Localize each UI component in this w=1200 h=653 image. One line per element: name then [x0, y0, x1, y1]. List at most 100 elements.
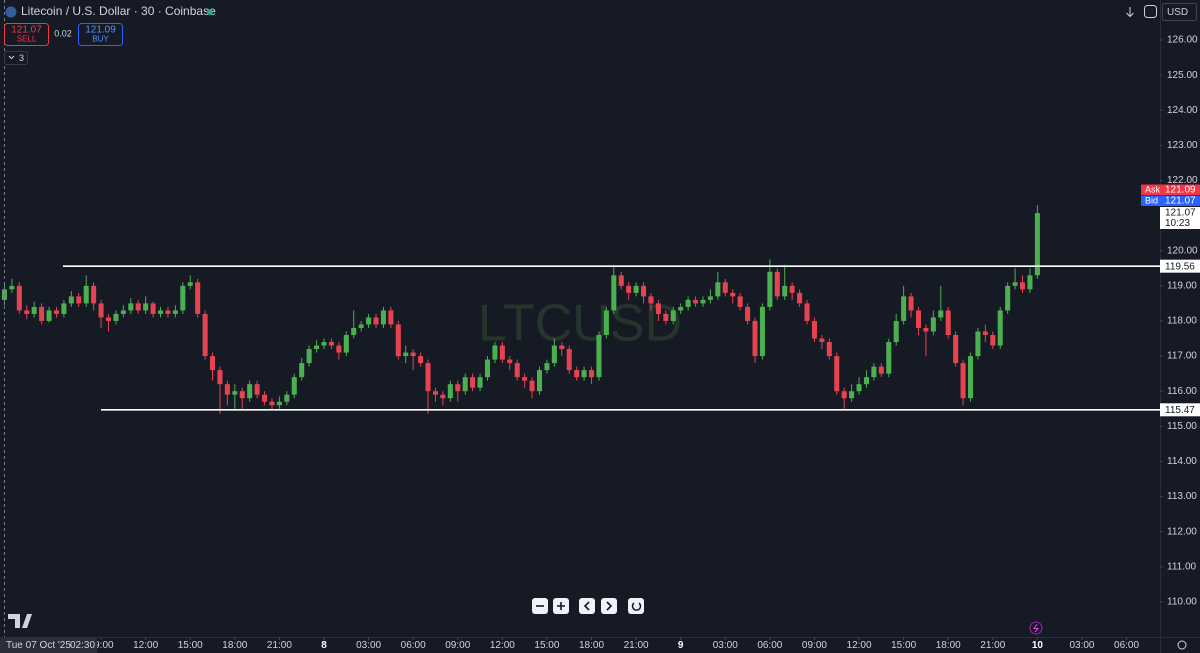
candle-body: [849, 391, 855, 399]
candle-body: [908, 296, 914, 311]
left-icon: [583, 601, 590, 611]
candle-body: [447, 384, 453, 399]
candle-body: [373, 317, 379, 325]
crosshair-date: Tue 07 Oct '25: [6, 640, 71, 651]
tv-logo[interactable]: [8, 614, 32, 628]
candle-body: [291, 377, 297, 395]
candle-body: [893, 320, 899, 343]
settings-icon[interactable]: [1177, 640, 1187, 650]
x-tick-label: 21:00: [624, 640, 649, 651]
x-tick-label: 10: [1032, 640, 1044, 651]
candle-body: [685, 299, 691, 307]
candle-body: [440, 394, 446, 399]
candle-body: [395, 324, 401, 357]
candle-body: [834, 356, 840, 392]
y-tick-label: 125.00: [1167, 70, 1198, 81]
candle-body: [165, 310, 171, 314]
candle-body: [752, 320, 758, 357]
candle-body: [492, 345, 498, 360]
level-label-box: [1160, 403, 1200, 417]
coin-logo: [5, 6, 17, 18]
candle-body: [314, 345, 320, 350]
candle-body: [180, 285, 186, 311]
screenshot-icon[interactable]: [1144, 5, 1157, 18]
nav-controls: [532, 598, 644, 614]
candle-body: [9, 285, 15, 290]
y-tick-label: 117.00: [1167, 351, 1197, 362]
last-price: 121.07: [1165, 208, 1196, 219]
candle-body: [863, 377, 869, 385]
candle-body: [358, 324, 364, 328]
market-status[interactable]: [207, 9, 213, 15]
currency-button[interactable]: [1162, 3, 1197, 21]
candle-body: [588, 370, 595, 378]
candle-body: [633, 285, 639, 293]
candle-body: [410, 352, 416, 357]
candle-body: [923, 327, 929, 332]
candle-body: [1027, 275, 1033, 290]
y-tick-label: 120.00: [1167, 245, 1198, 256]
plus-icon: [557, 602, 565, 610]
candle-body: [871, 366, 877, 378]
candle-body: [484, 359, 491, 378]
y-tick-label: 110.00: [1167, 597, 1197, 608]
candle-body: [1005, 285, 1011, 311]
right-icon: [606, 601, 613, 611]
candle-body: [210, 356, 216, 371]
y-tick-label: 115.00: [1167, 421, 1197, 432]
alert-icon[interactable]: [1029, 621, 1043, 635]
last-price-tag: [1160, 207, 1200, 229]
x-tick-label: 12:00: [490, 640, 515, 651]
candle-body: [470, 377, 476, 388]
candle-body: [269, 401, 275, 406]
buy-button[interactable]: [78, 23, 123, 46]
candle-body: [380, 310, 386, 325]
candle-body: [737, 296, 743, 307]
sell-button[interactable]: [4, 23, 49, 46]
candle-body: [432, 391, 438, 395]
candle-body: [499, 345, 505, 360]
indicators-toggle[interactable]: [4, 51, 28, 65]
x-tick-label: 18:00: [936, 640, 961, 651]
ask-tag: [1141, 184, 1200, 195]
candle-body: [544, 363, 550, 371]
y-tick-label: 124.00: [1167, 105, 1198, 116]
scroll-right-button[interactable]: [601, 598, 617, 614]
candle-body: [655, 303, 661, 314]
watermark: LTCUSD: [478, 295, 682, 353]
reset-icon: [631, 602, 642, 611]
candle-body: [529, 380, 535, 392]
x-tick-label: 03:00: [356, 640, 381, 651]
candle-body: [31, 306, 37, 314]
candle-body: [930, 317, 936, 332]
y-tick-label: 113.00: [1167, 491, 1197, 502]
candle-body: [98, 303, 104, 318]
candle-body: [418, 356, 424, 364]
candle-body: [626, 285, 632, 293]
candle-body: [997, 310, 1003, 346]
candle-body: [306, 349, 312, 364]
candle-body: [68, 296, 74, 304]
candle-body: [975, 331, 981, 357]
candle-body: [455, 384, 461, 392]
candle-body: [722, 282, 728, 293]
x-tick-label: 15:00: [178, 640, 203, 651]
candle-body: [982, 331, 988, 336]
candle-body: [172, 310, 178, 314]
reset-button[interactable]: [628, 598, 644, 614]
symbol-title[interactable]: Litecoin / U.S. Dollar · 30 · Coinbase: [21, 4, 216, 18]
candle-body: [878, 366, 884, 374]
sell-price: 121.07: [11, 25, 42, 36]
candle-body: [536, 370, 543, 392]
candle-body: [507, 359, 513, 364]
download-icon[interactable]: [1126, 7, 1134, 18]
candle-body: [789, 285, 795, 293]
ask-label: Ask: [1145, 184, 1161, 194]
scroll-left-button[interactable]: [579, 598, 595, 614]
candle-body: [953, 335, 959, 364]
candle-body: [990, 335, 996, 346]
candle-body: [262, 394, 268, 402]
x-tick-label: 03:00: [1069, 640, 1094, 651]
candle-body: [425, 363, 431, 392]
candle-body: [678, 306, 684, 311]
